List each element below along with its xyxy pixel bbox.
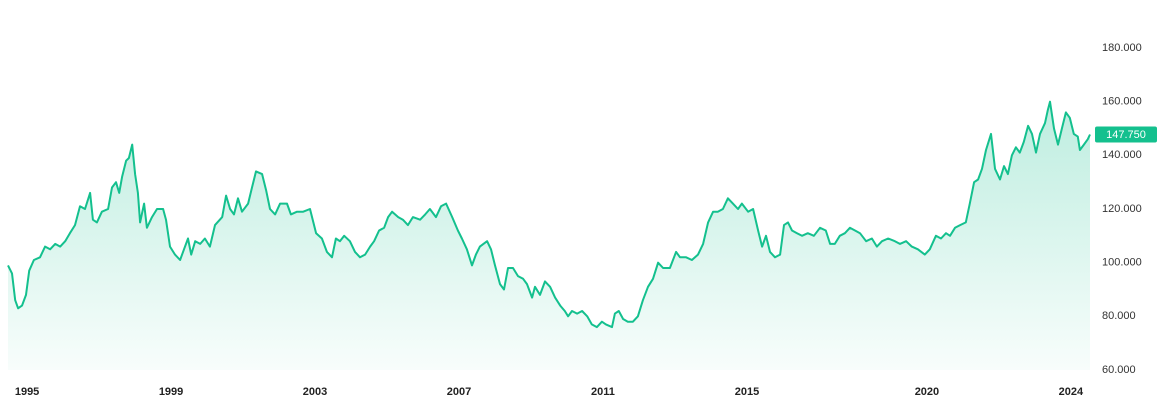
x-tick-label: 2003 (303, 386, 327, 398)
y-tick-label: 180.000 (1102, 42, 1142, 54)
last-value-label: 147.750 (1106, 129, 1146, 141)
price-line (7, 100, 1091, 329)
y-tick-label: 80.000 (1102, 310, 1136, 322)
y-tick-label: 160.000 (1102, 96, 1142, 108)
y-tick-label: 120.000 (1102, 203, 1142, 215)
x-tick-label: 2020 (915, 386, 939, 398)
x-tick-label: 2015 (735, 386, 759, 398)
x-tick-label: 2011 (591, 386, 615, 398)
x-tick-label: 2024 (1059, 386, 1084, 398)
area (8, 101, 1090, 370)
x-tick-label: 1995 (15, 386, 39, 398)
x-tick-label: 1999 (159, 386, 183, 398)
x-tick-label: 2007 (447, 386, 471, 398)
last-value-badge (1095, 126, 1157, 143)
y-tick-label: 100.000 (1102, 257, 1142, 269)
y-tick-label: 60.000 (1102, 364, 1136, 376)
y-tick-label: 140.000 (1102, 149, 1142, 161)
